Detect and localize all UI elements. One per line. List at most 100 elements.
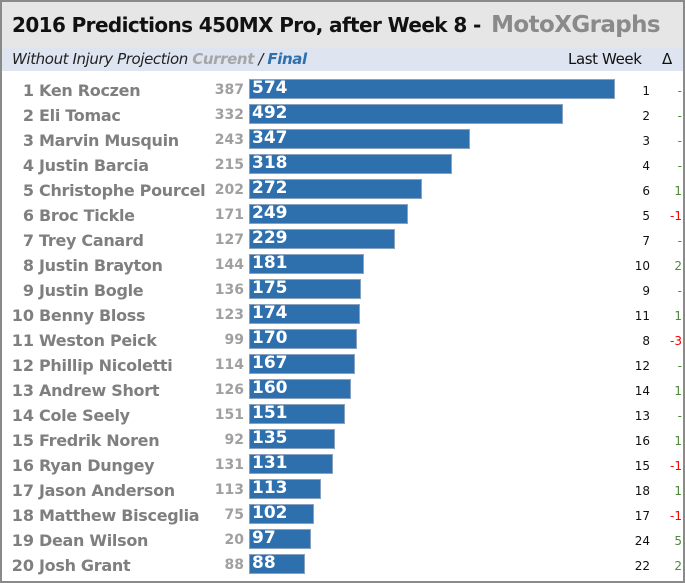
delta-value: 1 <box>674 484 682 498</box>
title-text: 2016 Predictions 450MX Pro, after Week 8… <box>12 13 481 37</box>
rider-name: Broc Tickle <box>39 206 135 225</box>
last-week-rank: 7 <box>642 234 650 248</box>
final-points-bar <box>249 229 395 249</box>
final-points-label: 135 <box>252 428 288 448</box>
rider-name: Trey Canard <box>39 231 144 250</box>
current-points: 126 <box>214 382 244 398</box>
final-points-bar <box>249 504 314 524</box>
delta-value: 2 <box>674 259 682 273</box>
current-points: 88 <box>224 557 244 573</box>
rank-label: 16 <box>11 456 34 475</box>
rider-name: Phillip Nicoletti <box>39 356 173 375</box>
current-points: 114 <box>214 357 244 373</box>
last-week-rank: 10 <box>634 259 650 273</box>
rider-row: 10 Benny Bloss 123 174 11 1 <box>2 303 683 328</box>
delta-value: - <box>677 134 682 148</box>
delta-value: 1 <box>674 184 682 198</box>
final-points-label: 160 <box>252 378 288 398</box>
final-points-bar <box>249 154 452 174</box>
last-week-rank: 12 <box>634 359 650 373</box>
final-points-label: 272 <box>252 178 288 198</box>
chart-title: 2016 Predictions 450MX Pro, after Week 8… <box>12 12 661 38</box>
delta-value: -1 <box>670 509 682 523</box>
rank-label: 18 <box>11 506 34 525</box>
delta-value: - <box>677 234 682 248</box>
current-points: 332 <box>214 107 244 123</box>
legend-final: Final <box>267 50 307 68</box>
rider-name: Ken Roczen <box>39 81 141 100</box>
current-points: 144 <box>214 257 244 273</box>
final-points-bar <box>249 279 361 299</box>
final-points-label: 131 <box>252 453 288 473</box>
rider-name: Jason Anderson <box>39 481 175 500</box>
delta-value: - <box>677 409 682 423</box>
final-points-bar <box>249 179 422 199</box>
rider-row: 13 Andrew Short 126 160 14 1 <box>2 378 683 403</box>
subheader: Without Injury Projection Current / Fina… <box>2 48 683 71</box>
final-points-bar <box>249 554 305 574</box>
rider-name: Marvin Musquin <box>39 131 179 150</box>
final-points-label: 318 <box>252 153 288 173</box>
current-points: 202 <box>214 182 244 198</box>
delta-value: -1 <box>670 459 682 473</box>
final-points-bar <box>249 379 351 399</box>
current-points: 131 <box>214 457 244 473</box>
final-points-label: 249 <box>252 203 288 223</box>
rider-name: Cole Seely <box>39 406 130 425</box>
rank-label: 10 <box>11 306 34 325</box>
last-week-header: Last Week <box>568 50 642 68</box>
final-points-label: 181 <box>252 253 288 273</box>
rider-row: 3 Marvin Musquin 243 347 3 - <box>2 128 683 153</box>
last-week-rank: 16 <box>634 434 650 448</box>
delta-header: Δ <box>662 50 673 68</box>
rank-label: 14 <box>11 406 34 425</box>
legend-current: Current <box>192 50 254 68</box>
rider-name: Justin Brayton <box>39 256 163 275</box>
last-week-rank: 4 <box>642 159 650 173</box>
final-points-bar <box>249 79 615 99</box>
legend-separator: / <box>258 50 264 68</box>
delta-value: - <box>677 359 682 373</box>
final-points-bar <box>249 429 335 449</box>
final-points-label: 229 <box>252 228 288 248</box>
current-points: 215 <box>214 157 244 173</box>
last-week-rank: 13 <box>634 409 650 423</box>
final-points-label: 97 <box>252 528 276 548</box>
delta-value: 1 <box>674 309 682 323</box>
rider-name: Matthew Bisceglia <box>39 506 200 525</box>
rider-row: 6 Broc Tickle 171 249 5 -1 <box>2 203 683 228</box>
final-points-label: 347 <box>252 128 288 148</box>
last-week-rank: 15 <box>634 459 650 473</box>
final-points-label: 574 <box>252 78 288 98</box>
last-week-rank: 14 <box>634 384 650 398</box>
rider-row: 14 Cole Seely 151 151 13 - <box>2 403 683 428</box>
rider-name: Ryan Dungey <box>39 456 155 475</box>
rider-row: 8 Justin Brayton 144 181 10 2 <box>2 253 683 278</box>
final-points-bar <box>249 479 321 499</box>
subheader-label: Without Injury Projection Current / Fina… <box>12 50 307 68</box>
last-week-rank: 3 <box>642 134 650 148</box>
rider-row: 18 Matthew Bisceglia 75 102 17 -1 <box>2 503 683 528</box>
final-points-label: 492 <box>252 103 288 123</box>
delta-value: - <box>677 84 682 98</box>
delta-value: - <box>677 159 682 173</box>
rider-row: 2 Eli Tomac 332 492 2 - <box>2 103 683 128</box>
rider-row: 15 Fredrik Noren 92 135 16 1 <box>2 428 683 453</box>
current-points: 387 <box>214 82 244 98</box>
rider-row: 19 Dean Wilson 20 97 24 5 <box>2 528 683 553</box>
rider-name: Justin Bogle <box>39 281 144 300</box>
rank-label: 15 <box>11 431 34 450</box>
final-points-bar <box>249 129 470 149</box>
delta-value: - <box>677 109 682 123</box>
rider-name: Benny Bloss <box>39 306 146 325</box>
rank-label: 17 <box>11 481 34 500</box>
rider-row: 17 Jason Anderson 113 113 18 1 <box>2 478 683 503</box>
rider-name: Andrew Short <box>39 381 160 400</box>
rider-name: Justin Barcia <box>39 156 149 175</box>
current-points: 171 <box>214 207 244 223</box>
final-points-bar <box>249 104 563 124</box>
rider-name: Josh Grant <box>39 556 131 575</box>
last-week-rank: 11 <box>634 309 650 323</box>
rider-row: 1 Ken Roczen 387 574 1 - <box>2 78 683 103</box>
